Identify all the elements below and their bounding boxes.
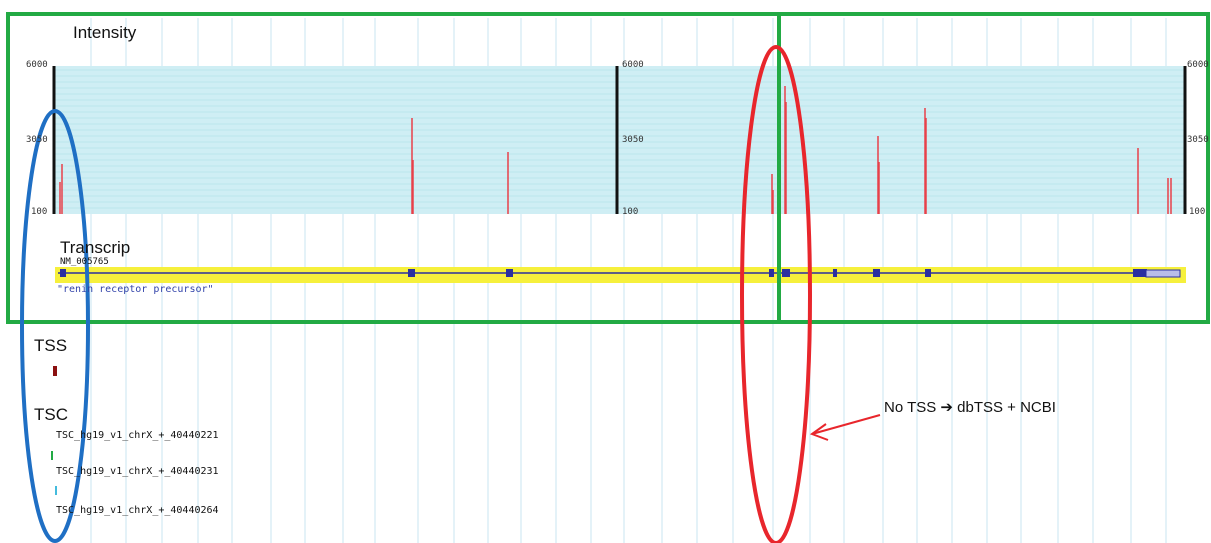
tsc-label: TSC	[34, 405, 68, 424]
red-ellipse-annotation	[740, 45, 812, 543]
exon-block	[60, 269, 66, 277]
exon-block-last	[1133, 269, 1147, 277]
tsc-item-1: TSC_hg19_v1_chrX_+_40440221	[56, 430, 219, 441]
tsc-item-3: TSC_hg19_v1_chrX_+_40440264	[56, 505, 219, 516]
axis-right-max: 6000	[1187, 60, 1209, 70]
tsc-item-2: TSC_hg19_v1_chrX_+_40440231	[56, 466, 219, 477]
annotation-arrow-head	[809, 423, 829, 441]
intensity-horizontal-lines	[55, 69, 1185, 209]
intensity-signal-bars	[59, 86, 1172, 214]
transcript-id: NM_005765	[60, 257, 109, 267]
axis-left-min: 100	[31, 207, 48, 217]
axis-mid-min: 100	[622, 207, 639, 217]
annotation-arrow-line	[811, 414, 881, 435]
transcript-highlight	[55, 267, 1186, 283]
axis-mid-max: 6000	[622, 60, 644, 70]
transcript-label: Transcrip	[60, 238, 131, 257]
transcript-utr-end	[1145, 269, 1181, 278]
axis-right-mid: 3050	[1187, 135, 1209, 145]
tsc-mark-2	[55, 486, 57, 495]
exon-block	[782, 269, 790, 277]
transcript-exons	[60, 269, 1147, 277]
intensity-label: Intensity	[73, 23, 137, 42]
tss-mark	[53, 366, 57, 376]
axis-left-mid: 3050	[26, 135, 48, 145]
exon-block	[873, 269, 880, 277]
blue-ellipse-annotation	[20, 109, 90, 543]
axis-left-max: 6000	[26, 60, 48, 70]
exon-block	[925, 269, 931, 277]
tsc-mark-1	[51, 451, 53, 460]
annotation-note: No TSS ➔ dbTSS + NCBI	[884, 399, 1056, 416]
intensity-track-background	[55, 66, 1185, 214]
exon-block	[506, 269, 513, 277]
transcript-name: "renin receptor precursor"	[57, 284, 214, 295]
green-highlight-box	[6, 12, 1210, 324]
axis-right-min: 100	[1189, 207, 1206, 217]
exon-block	[833, 269, 837, 277]
exon-block	[769, 269, 774, 277]
axis-mid-mid: 3050	[622, 135, 644, 145]
exon-block	[408, 269, 415, 277]
tss-label: TSS	[34, 336, 68, 355]
